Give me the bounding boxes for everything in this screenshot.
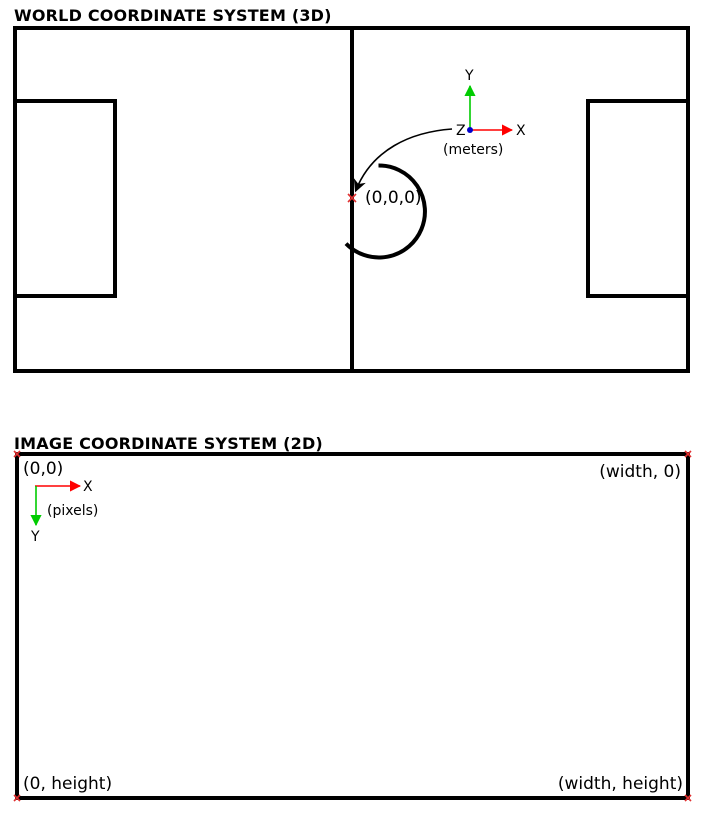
- image-axes: X Y (pixels): [30, 479, 98, 545]
- left-penalty-box: [13, 99, 117, 298]
- image-axis-y-label: Y: [30, 529, 40, 545]
- right-penalty-box: [586, 99, 690, 298]
- world-axis-y-label: Y: [464, 68, 474, 84]
- corner-marker-bottom-left: [13, 794, 21, 802]
- world-axis-x-label: X: [516, 123, 526, 139]
- corner-marker-top-left: [13, 450, 21, 458]
- image-corner-markers: [13, 450, 692, 802]
- world-units-label: (meters): [443, 142, 503, 158]
- world-origin-label: (0,0,0): [365, 188, 422, 208]
- world-z-axis-dot: [467, 127, 473, 133]
- image-frame: [15, 452, 690, 800]
- image-section-title: IMAGE COORDINATE SYSTEM (2D): [14, 434, 323, 453]
- corner-label-top-right: (width, 0): [599, 462, 681, 482]
- corner-label-top-left: (0,0): [23, 459, 63, 479]
- origin-pointer-arrow: [353, 128, 453, 193]
- image-axis-x-label: X: [83, 479, 93, 495]
- corner-marker-bottom-right: [684, 794, 692, 802]
- world-axes: X Y Z (meters): [443, 68, 526, 158]
- corner-label-bottom-left: (0, height): [23, 774, 112, 794]
- corner-label-bottom-right: (width, height): [558, 774, 683, 794]
- soccer-field: [13, 26, 690, 373]
- world-axis-z-label: Z: [456, 123, 466, 139]
- corner-marker-top-right: [684, 450, 692, 458]
- world-section-title: WORLD COORDINATE SYSTEM (3D): [14, 6, 332, 25]
- world-origin-marker: [347, 193, 357, 203]
- image-units-label: (pixels): [47, 503, 98, 519]
- center-circle: [344, 163, 427, 260]
